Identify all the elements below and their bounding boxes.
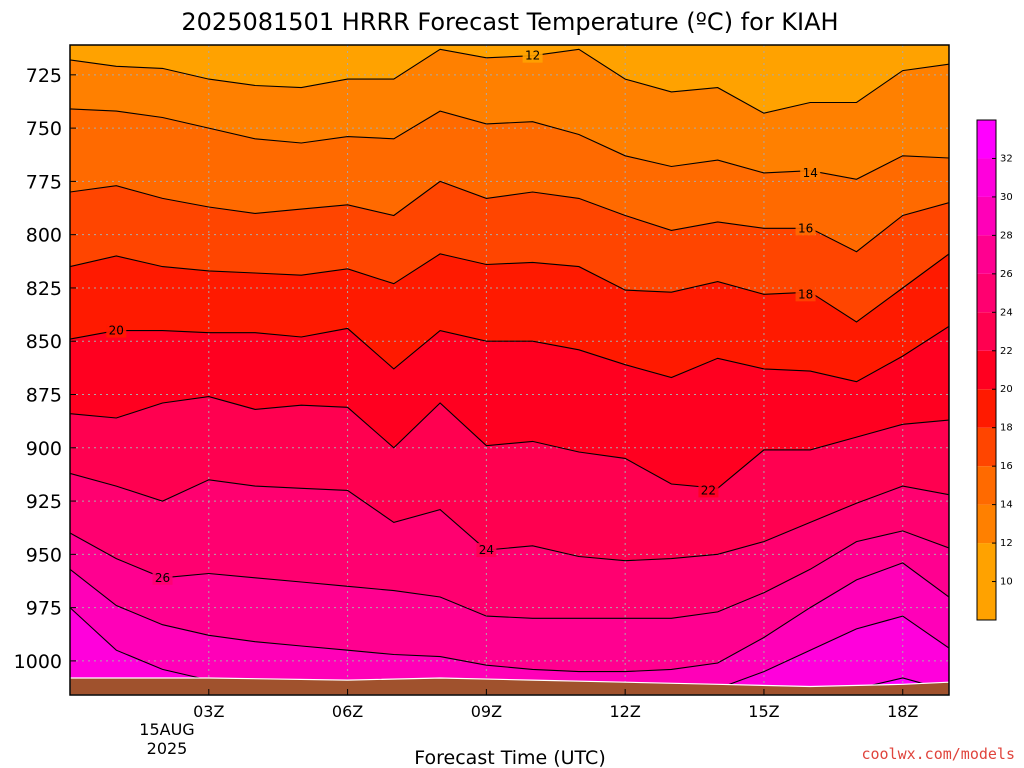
grid-lines (70, 45, 949, 695)
isotherm-label-bg-12 (522, 48, 543, 63)
isotherm-label-14: 14 (803, 166, 818, 180)
x-axis: 03Z 06Z 09Z 12Z 15Z 18Z (193, 689, 918, 721)
isotherm-label-18: 18 (798, 287, 813, 301)
colorbar-label-10: 10 (1000, 577, 1013, 588)
isotherm-labels: 12 14 16 18 20 22 24 26 (106, 48, 821, 585)
isotherm-24-line-6 (70, 472, 949, 562)
colorbar-label-14: 14 (1000, 500, 1013, 511)
colorbar-label-28: 28 (1000, 230, 1013, 241)
y-tick-label-825: 825 (26, 278, 62, 300)
chart-title: 2025081501 HRRR Forecast Temperature (ºC… (181, 8, 838, 36)
colorbar-frame (976, 119, 997, 621)
isotherm-label-12: 12 (525, 49, 540, 63)
colorbar-label-20: 20 (1000, 384, 1013, 395)
isotherm-label-bg-26 (152, 570, 173, 585)
colorbar-swatch-28 (977, 196, 996, 236)
isotherm-28-line-8 (70, 562, 949, 673)
isotherm-label-26: 26 (155, 571, 170, 585)
y-tick-label-850: 850 (26, 331, 62, 353)
x-tick-label-06Z: 06Z (332, 702, 363, 721)
credit-text: coolwx.com/models (861, 745, 1015, 763)
y-tick-label-925: 925 (26, 491, 62, 513)
y-tick-label-875: 875 (26, 385, 62, 407)
isotherm-label-bg-20 (106, 323, 127, 338)
colorbar-swatch-18 (977, 389, 996, 428)
colorbar-label-26: 26 (1000, 269, 1013, 280)
colorbar: 10 12 14 16 18 20 22 24 26 28 30 32 (976, 119, 1013, 621)
plot-frame (69, 44, 950, 696)
colorbar-swatch-24 (977, 273, 996, 313)
colorbar-swatch-30 (977, 158, 996, 197)
colorbar-swatch-32 (977, 120, 996, 159)
x-axis-title: Forecast Time (UTC) (414, 747, 605, 768)
colorbar-swatch-20 (977, 350, 996, 390)
isotherm-label-bg-18 (795, 287, 816, 302)
band-30-10 (685, 616, 949, 695)
colorbar-label-30: 30 (1000, 192, 1013, 203)
y-axis: 725 750 775 800 825 850 875 900 925 950 975 1000 (14, 65, 76, 673)
y-tick-label-950: 950 (26, 544, 62, 566)
colorbar-label-32: 32 (1000, 153, 1013, 164)
y-tick-label-800: 800 (26, 225, 62, 247)
x-tick-label-12Z: 12Z (609, 702, 640, 721)
isotherm-12-line-0 (70, 48, 949, 114)
y-tick-label-900: 900 (26, 438, 62, 460)
isotherm-label-bg-24 (476, 543, 497, 558)
x-tick-label-18Z: 18Z (887, 702, 918, 721)
colorbar-swatch-16 (977, 427, 996, 467)
isotherm-label-bg-22 (698, 483, 719, 498)
isotherm-label-16: 16 (798, 221, 813, 235)
isotherm-label-20: 20 (109, 324, 124, 338)
colorbar-label-24: 24 (1000, 307, 1013, 318)
colorbar-swatch-22 (977, 312, 996, 351)
colorbar-swatch-14 (977, 466, 996, 505)
colorbar-swatch-26 (977, 235, 996, 274)
isotherm-22-line-5 (70, 396, 949, 489)
colorbar-label-16: 16 (1000, 461, 1013, 472)
isotherm-label-24: 24 (479, 543, 494, 557)
isotherm-label-bg-16 (795, 221, 816, 236)
isotherm-label-22: 22 (701, 483, 716, 497)
colorbar-swatch-12 (977, 504, 996, 544)
x-tick-label-09Z: 09Z (471, 702, 502, 721)
y-tick-label-775: 775 (26, 171, 62, 193)
x-tick-label-15Z: 15Z (748, 702, 779, 721)
colorbar-swatch-8 (977, 543, 996, 620)
colorbar-label-18: 18 (1000, 423, 1013, 434)
y-tick-label-1000: 1000 (14, 651, 62, 673)
band-28-8 (70, 562, 949, 695)
x-date-line-1: 15AUG (139, 720, 194, 739)
surface-shape (70, 677, 949, 695)
colorbar-label-22: 22 (1000, 346, 1013, 357)
plot-area (70, 45, 949, 695)
isotherm-label-bg-14 (800, 165, 821, 180)
x-date-line-2: 2025 (147, 739, 188, 758)
x-tick-label-03Z: 03Z (193, 702, 224, 721)
y-tick-label-750: 750 (26, 118, 62, 140)
isotherm-26-line-7 (70, 530, 949, 619)
y-tick-label-725: 725 (26, 65, 62, 87)
band-30-9 (70, 607, 478, 695)
y-tick-label-975: 975 (26, 598, 62, 620)
surface-ground (70, 677, 949, 695)
colorbar-label-12: 12 (1000, 538, 1013, 549)
isotherm-20-line-4 (70, 325, 949, 383)
temperature-fills (70, 45, 949, 695)
